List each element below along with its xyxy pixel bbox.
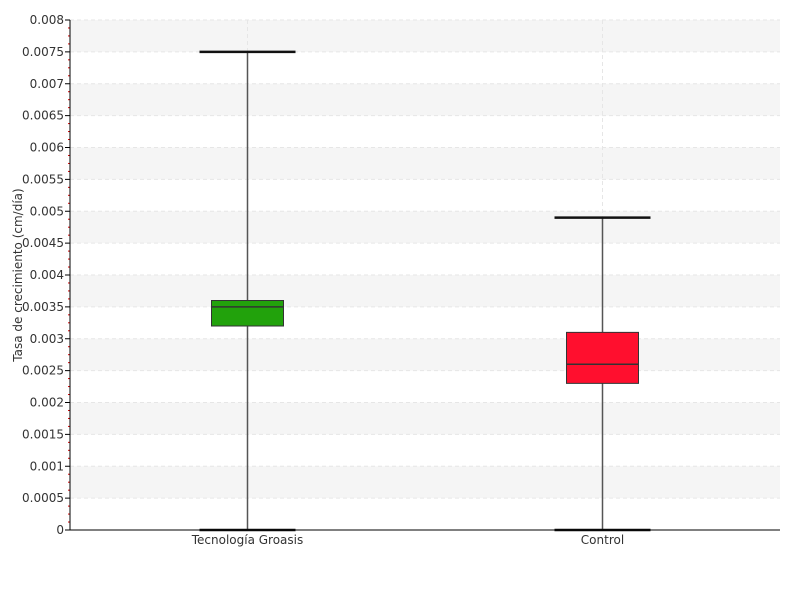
grid-band [70,275,780,307]
grid-band [70,466,780,499]
grid-band [70,20,780,52]
y-tick-label: 0.0055 [22,172,64,186]
y-tick-label: 0.0065 [22,109,64,123]
y-tick-label: 0.003 [30,332,64,346]
y-axis-title: Tasa de crecimiento (cm/día) [11,188,25,362]
grid-band [70,338,780,371]
y-tick-label: 0.004 [30,268,64,282]
y-tick-label: 0.0015 [22,427,64,441]
x-category-label: Control [581,533,624,547]
y-tick-label: 0.0045 [22,236,64,250]
y-tick-label: 0.007 [30,77,64,91]
y-tick-label: 0.0075 [22,45,64,59]
grid-band [70,147,780,180]
y-tick-label: 0.001 [30,459,64,473]
y-tick-label: 0.0035 [22,300,64,314]
x-category-label: Tecnología Groasis [191,533,304,547]
y-tick-label: 0.006 [30,141,64,155]
grid-band [70,83,780,116]
y-tick-label: 0.002 [30,396,64,410]
y-tick-label: 0 [56,523,64,537]
grid-bands [70,20,780,499]
grid-band [70,211,780,244]
y-tick-label: 0.005 [30,204,64,218]
y-tick-label: 0.008 [30,13,64,27]
grid-band [70,402,780,435]
box-iqr [566,331,639,384]
y-axis-ticks: 0 0.0005 0.001 0.0015 0.002 0.0025 0.003 0.0035… [22,13,70,537]
y-tick-label: 0.0005 [22,491,64,505]
x-axis-labels: Tecnología Groasis Control [191,533,624,547]
y-tick-label: 0.0025 [22,364,64,378]
box-iqr [211,300,284,327]
